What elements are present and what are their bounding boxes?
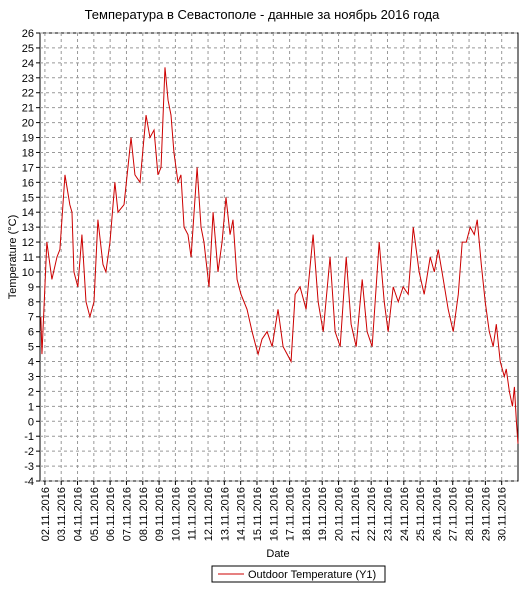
x-tick-label: 28.11.2016	[464, 487, 476, 541]
x-tick-label: 18.11.2016	[301, 487, 313, 541]
y-tick-label: 19	[22, 133, 34, 145]
y-tick-label: 1	[28, 401, 34, 413]
x-tick-label: 04.11.2016	[73, 487, 85, 541]
y-tick-label: 13	[22, 222, 34, 234]
x-tick-label: 15.11.2016	[252, 487, 264, 541]
y-tick-label: 21	[22, 103, 34, 115]
legend	[211, 565, 386, 583]
x-tick-label: 17.11.2016	[285, 487, 297, 541]
y-tick-label: 26	[22, 28, 34, 40]
y-tick-label: 9	[28, 282, 34, 294]
x-tick-label: 26.11.2016	[431, 487, 443, 541]
y-tick-label: -3	[24, 461, 34, 473]
x-tick-label: 23.11.2016	[382, 487, 394, 541]
y-tick-label: 17	[22, 162, 34, 174]
x-tick-label: 19.11.2016	[317, 487, 329, 541]
y-tick-label: 2	[28, 386, 34, 398]
x-tick-label: 21.11.2016	[350, 487, 362, 541]
legend-label: Outdoor Temperature (Y1)	[248, 569, 376, 581]
x-tick-label: 25.11.2016	[415, 487, 427, 541]
y-tick-label: 4	[28, 357, 34, 369]
x-tick-label: 09.11.2016	[154, 487, 166, 541]
x-tick-label: 16.11.2016	[268, 487, 280, 541]
x-tick-label: 06.11.2016	[105, 487, 117, 541]
x-tick-label: 03.11.2016	[56, 487, 68, 541]
x-tick-label: 27.11.2016	[448, 487, 460, 541]
y-tick-label: -2	[24, 446, 34, 458]
y-tick-label: 7	[28, 312, 34, 324]
x-tick-label: 10.11.2016	[170, 487, 182, 541]
x-tick-label: 30.11.2016	[497, 487, 509, 541]
y-tick-label: -1	[24, 431, 34, 443]
y-tick-label: 20	[22, 118, 34, 130]
data-line	[40, 67, 519, 444]
y-tick-label: 16	[22, 177, 34, 189]
y-tick-label: 22	[22, 88, 34, 100]
y-axis-label: Temperature (°C)	[7, 215, 19, 299]
x-tick-label: 24.11.2016	[399, 487, 411, 541]
y-tick-label: 12	[22, 237, 34, 249]
y-tick-label: 5	[28, 342, 34, 354]
x-tick-label: 29.11.2016	[480, 487, 492, 541]
y-tick-label: 8	[28, 297, 34, 309]
y-tick-label: 11	[23, 252, 34, 264]
y-tick-label: 23	[22, 73, 34, 85]
y-tick-label: 3	[28, 371, 34, 383]
y-tick-label: 6	[28, 327, 34, 339]
x-tick-label: 05.11.2016	[89, 487, 101, 541]
y-tick-label: 25	[22, 43, 34, 55]
plot-frame	[39, 32, 519, 482]
y-tick-label: 15	[22, 192, 34, 204]
y-tick-label: 18	[22, 147, 34, 159]
chart-title: Температура в Севастополе - данные за но…	[85, 7, 441, 22]
x-tick-label: 20.11.2016	[334, 487, 346, 541]
y-tick-label: -4	[24, 476, 34, 488]
x-tick-label: 14.11.2016	[236, 487, 248, 541]
x-tick-label: 11.11.2016	[187, 487, 199, 540]
x-tick-label: 08.11.2016	[138, 487, 150, 541]
x-axis-label: Date	[266, 548, 289, 560]
x-tick-label: 07.11.2016	[121, 487, 133, 541]
y-tick-label: 10	[22, 267, 34, 279]
x-tick-label: 12.11.2016	[203, 487, 215, 541]
y-tick-label: 24	[22, 58, 34, 70]
x-tick-label: 13.11.2016	[219, 487, 231, 541]
x-tick-label: 22.11.2016	[366, 487, 378, 541]
x-tick-label: 02.11.2016	[40, 487, 52, 541]
y-tick-label: 14	[22, 207, 34, 219]
y-tick-label: 0	[28, 416, 34, 428]
